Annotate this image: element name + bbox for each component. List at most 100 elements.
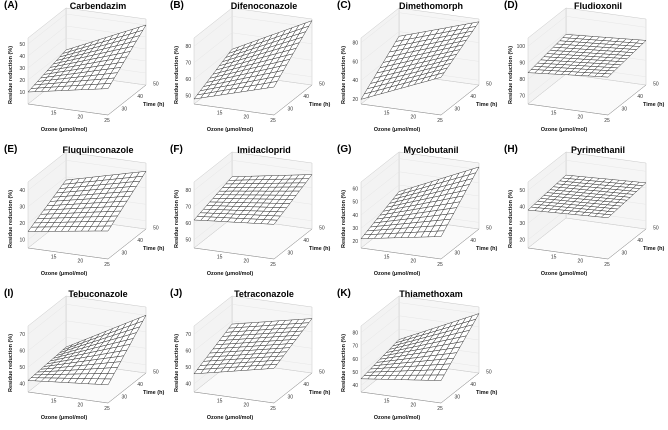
panel-title: Difenoconazole [230,1,298,11]
surface-cell [360,375,372,380]
panel-label: (H) [504,144,518,155]
x-axis-label: Ozone (μmol/mol) [207,415,254,421]
panel-title: Imidacloprid [237,145,291,155]
x-tick-label: 15 [551,255,557,261]
z-tick-label: 50 [185,94,191,100]
x-axis-line [360,103,442,116]
z-gridline [193,304,313,335]
surface-plot: 70 80 90 100 15 20 25 30 40 50 Residue reduction (… [508,7,664,133]
z-gridline [27,304,147,335]
z-tick-label: 40 [19,188,25,194]
z-tick-label: 50 [185,365,191,371]
surface-mesh [193,20,313,100]
panel-label: (G) [337,144,352,155]
x-axis-line [193,391,275,404]
y-tick-label: 40 [303,94,309,100]
surface-plot: 20 30 40 50 15 20 25 30 40 50 Residue reduction (%… [508,151,664,277]
chart-panel: 40 50 60 70 80 15 20 25 30 40 50 Residue reduction … [333,288,499,430]
z-gridline [193,16,313,47]
x-tick-label: 25 [437,406,443,412]
y-tick-label: 30 [622,107,628,113]
z-tick-label: 50 [19,365,25,371]
surface-plot: 40 50 60 70 15 20 25 30 40 50 Residue reduction (%… [174,295,330,421]
z-tick-label: 80 [185,188,191,194]
z-tick-label: 40 [352,383,358,389]
panel-title: Myclobutanil [403,145,459,155]
x-tick-label: 20 [411,114,417,120]
chart-panel: 10 20 30 40 50 15 20 25 30 40 50 Residue reduction … [0,0,166,142]
z-axis-label: Residue reduction (%) [8,190,14,248]
panel-title: Fludioxonil [574,1,622,11]
z-tick-label: 60 [352,186,358,192]
z-axis-label: Residue reduction (%) [341,46,347,104]
z-tick-label: 60 [352,59,358,65]
x-tick-label: 15 [217,255,223,261]
y-tick-label: 30 [455,107,461,113]
x-axis-label: Ozone (μmol/mol) [41,271,88,277]
z-axis-label: Residue reduction (%) [174,46,180,104]
x-tick-label: 15 [217,399,223,405]
surface-plot: 40 50 60 70 15 20 25 30 40 50 Residue reduction (%… [8,295,164,421]
surface-cell [27,87,39,93]
y-tick-label: 40 [303,238,309,244]
surface-mesh [27,171,147,232]
z-tick-label: 70 [185,61,191,67]
x-axis-label: Ozone (μmol/mol) [41,127,88,133]
z-tick-label: 50 [519,188,525,194]
x-tick-label: 20 [578,114,584,120]
x-axis-line [193,103,275,116]
z-tick-label: 30 [519,221,525,227]
z-tick-label: 20 [19,221,25,227]
y-axis-label: Time (h) [143,102,164,108]
chart-panel: 50 60 70 80 15 20 25 30 40 50 Residue reduction (%… [166,144,332,286]
z-tick-label: 70 [185,205,191,211]
y-tick-label: 40 [637,238,643,244]
surface-cell [527,69,539,74]
y-tick-label: 30 [122,107,128,113]
x-tick-label: 15 [51,255,57,261]
x-axis-label: Ozone (μmol/mol) [541,271,588,277]
y-tick-label: 30 [288,395,294,401]
surface-mesh [527,34,647,78]
z-tick-label: 50 [352,200,358,206]
x-axis-label: Ozone (μmol/mol) [374,127,421,133]
z-tick-label: 40 [519,205,525,211]
y-tick-label: 50 [319,82,325,88]
surface-mesh [27,24,147,93]
surface-mesh [360,21,480,100]
x-tick-label: 15 [384,399,390,405]
surface-plot: 50 60 70 80 15 20 25 30 40 50 Residue reduction (%… [174,7,330,133]
panel-label: (I) [4,288,14,299]
x-tick-label: 20 [411,258,417,264]
x-tick-label: 20 [244,114,250,120]
x-axis-label: Ozone (μmol/mol) [207,271,254,277]
surface-plot: 10 20 30 40 15 20 25 30 40 50 Residue reduction (%… [8,151,164,277]
z-tick-label: 20 [19,78,25,84]
z-tick-label: 60 [185,221,191,227]
y-axis-label: Time (h) [309,246,330,252]
z-gridline [360,158,480,189]
panel-label: (E) [4,144,18,155]
z-tick-label: 10 [19,238,25,244]
x-axis-label: Ozone (μmol/mol) [374,271,421,277]
y-tick-label: 40 [470,94,476,100]
panel-label: (J) [170,288,183,299]
surface-mesh [527,174,647,219]
y-tick-label: 40 [303,382,309,388]
y-axis-label: Time (h) [143,246,164,252]
panel-title: Tetraconazole [234,289,294,299]
chart-panel: 20 40 60 80 15 20 25 30 40 50 Residue reduction (%… [333,0,499,142]
x-axis-line [193,247,275,260]
z-tick-label: 60 [19,349,25,355]
y-axis-line [440,372,480,404]
z-tick-label: 100 [517,44,526,50]
z-tick-label: 40 [185,382,191,388]
z-tick-label: 70 [352,344,358,350]
y-tick-label: 50 [486,226,492,232]
y-axis-label: Time (h) [643,246,664,252]
x-tick-label: 15 [384,111,390,117]
z-axis-label: Residue reduction (%) [508,190,514,248]
surface-cell [27,377,39,382]
y-tick-label: 30 [288,107,294,113]
surface-mesh [193,174,313,225]
